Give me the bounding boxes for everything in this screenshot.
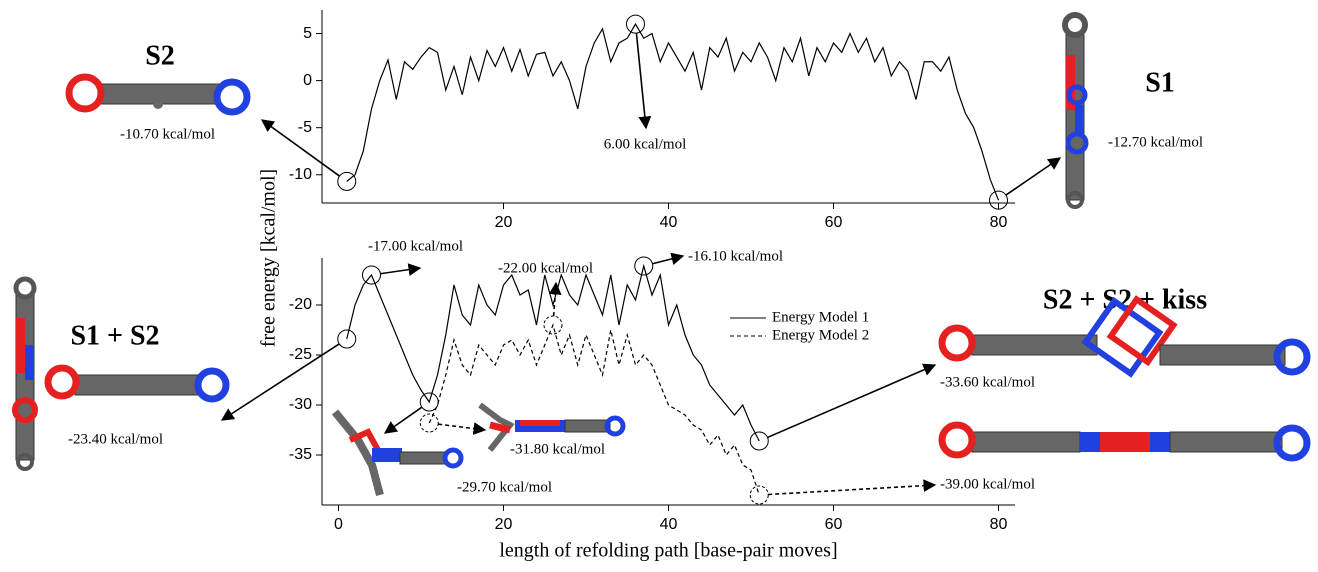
y-tick-label: -25 xyxy=(289,346,312,363)
y-tick-label: -10 xyxy=(289,166,312,183)
value-label: -17.00 kcal/mol xyxy=(368,238,463,254)
x-tick-label: 80 xyxy=(990,214,1008,231)
value-label: -12.70 kcal/mol xyxy=(1108,134,1203,150)
point-marker xyxy=(626,14,645,34)
annotation-arrow xyxy=(260,119,340,177)
y-tick-label: -30 xyxy=(289,396,312,413)
point-marker xyxy=(337,171,357,191)
value-label: -29.70 kcal/mol xyxy=(457,479,552,495)
annotation-arrow xyxy=(635,32,652,130)
structure-title: S2 xyxy=(145,40,175,71)
point-marker xyxy=(337,329,357,349)
point-marker xyxy=(634,256,654,276)
x-tick-label: 60 xyxy=(825,214,843,231)
rna-structure xyxy=(938,295,1311,378)
annotation-arrow xyxy=(380,263,422,276)
annotation-arrow xyxy=(220,343,340,421)
y-axis-label: free energy [kcal/mol] xyxy=(258,169,280,347)
rna-structure xyxy=(938,421,1311,462)
point-marker xyxy=(362,265,381,285)
annotation-arrow xyxy=(767,363,937,439)
x-axis-label: length of refolding path [base-pair move… xyxy=(499,540,837,562)
x-tick-label: 80 xyxy=(990,516,1008,533)
legend-label: Energy Model 2 xyxy=(772,327,869,343)
rna-structure xyxy=(331,409,464,497)
value-label: -16.10 kcal/mol xyxy=(688,248,783,264)
x-tick-label: 20 xyxy=(495,516,513,533)
value-label: -23.40 kcal/mol xyxy=(68,431,163,447)
x-tick-label: 60 xyxy=(825,516,843,533)
value-label: -10.70 kcal/mol xyxy=(120,126,215,142)
structure-title: S1 xyxy=(1145,67,1175,98)
value-label: -39.00 kcal/mol xyxy=(940,476,1035,492)
legend-label: Energy Model 1 xyxy=(772,309,869,325)
x-tick-label: 20 xyxy=(495,214,513,231)
y-tick-label: -35 xyxy=(289,446,312,463)
x-tick-label: 40 xyxy=(660,516,678,533)
annotation-arrow xyxy=(652,252,685,266)
y-tick-label: -20 xyxy=(289,296,312,313)
point-marker xyxy=(543,315,563,335)
y-tick-label: 5 xyxy=(303,25,312,42)
value-label: -31.80 kcal/mol xyxy=(510,441,605,457)
point-marker xyxy=(989,190,1008,210)
annotation-arrow xyxy=(1005,157,1062,196)
x-tick-label: 0 xyxy=(334,516,343,533)
series-line xyxy=(346,22,1000,201)
structure-title: S1 + S2 xyxy=(70,320,159,351)
rna-structure xyxy=(1062,12,1089,209)
rna-structure xyxy=(12,276,230,471)
annotation-arrow xyxy=(768,479,937,496)
point-marker xyxy=(749,485,769,505)
y-tick-label: -5 xyxy=(298,119,312,136)
value-label: -22.00 kcal/mol xyxy=(498,260,593,276)
annotation-arrow xyxy=(438,422,487,435)
x-tick-label: 40 xyxy=(660,214,678,231)
rna-structure xyxy=(65,73,251,116)
series-line xyxy=(428,323,760,496)
value-label: -33.60 kcal/mol xyxy=(940,374,1035,390)
value-label: 6.00 kcal/mol xyxy=(604,136,687,152)
rna-structure xyxy=(478,402,626,452)
y-tick-label: 0 xyxy=(303,72,312,89)
annotation-arrow xyxy=(383,406,423,434)
series-line xyxy=(346,263,760,442)
point-marker xyxy=(419,413,439,433)
point-marker xyxy=(749,431,769,451)
annotation-arrow xyxy=(548,281,562,317)
